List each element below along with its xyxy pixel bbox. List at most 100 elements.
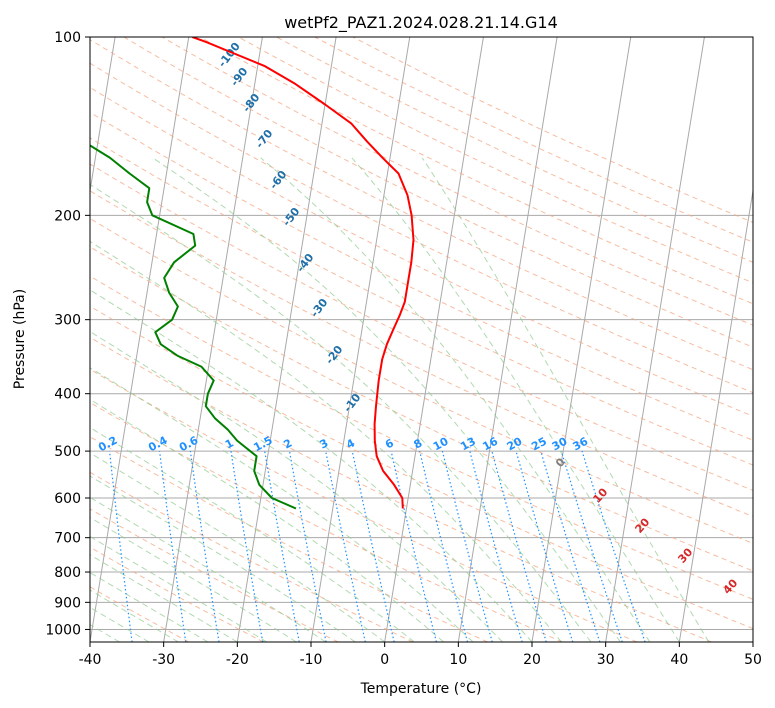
dry-adiabat-line	[276, 37, 753, 263]
dry-adiabat-line	[200, 37, 753, 305]
chart-title: wetPf2_PAZ1.2024.028.21.14.G14	[284, 13, 558, 33]
y-axis-title: Pressure (hPa)	[12, 289, 28, 389]
mixing-ratio-label: 13	[458, 435, 478, 454]
mixing-ratio-line	[158, 451, 187, 642]
mixing-ratio-line	[189, 451, 220, 642]
mixing-ratio-line	[288, 450, 327, 642]
x-tick-label: -10	[300, 652, 323, 668]
isotherm-line	[457, 37, 558, 642]
mixing-ratio-label: 20	[505, 435, 525, 454]
mixing-ratio-label: 30	[550, 435, 570, 454]
mixing-ratio-line	[491, 450, 547, 642]
dry-adiabat-line	[90, 111, 753, 441]
isotherm-line	[384, 37, 484, 642]
mixing-ratio-line	[325, 450, 366, 642]
dry-adiabat-line	[90, 190, 753, 518]
x-tick-label: -40	[79, 652, 102, 668]
y-tick-label: 800	[54, 565, 81, 581]
isotherm-line	[236, 37, 337, 642]
mixing-ratio-label: 25	[529, 435, 549, 454]
moist-adiabat-line	[90, 289, 533, 642]
y-tick-label: 700	[54, 531, 81, 547]
x-tick-label: 40	[670, 652, 688, 668]
mixing-ratio-label: 16	[480, 435, 500, 454]
dry-adiabat-label: -60	[267, 168, 290, 192]
x-axis-title: Temperature (°C)	[360, 681, 482, 697]
mixing-ratio-line	[351, 450, 395, 642]
dry-adiabat-line	[90, 86, 753, 417]
moist-adiabat-line	[90, 496, 326, 642]
isotherm-line	[90, 37, 190, 642]
dry-adiabat-line	[90, 471, 414, 642]
moist-adiabat-line	[90, 554, 238, 642]
moist-adiabat-line	[260, 157, 651, 642]
mixing-ratio-line	[390, 450, 437, 642]
isotherm-line	[605, 37, 705, 642]
y-tick-label: 500	[54, 444, 81, 460]
dry-adiabat-label: -20	[323, 343, 346, 367]
moist-adiabat-line	[90, 330, 503, 642]
isotherm-line	[90, 37, 116, 194]
dry-adiabat-line	[90, 217, 753, 544]
mixing-ratio-label: 36	[571, 435, 591, 454]
dry-adiabat-line	[90, 436, 488, 642]
moist-adiabat-line	[90, 398, 444, 642]
moist-adiabat-label: 10	[590, 485, 610, 505]
moist-adiabat-line	[90, 183, 592, 642]
moist-adiabat-line	[90, 240, 562, 642]
mixing-ratio-label: 6	[383, 436, 396, 451]
x-tick-label: 50	[744, 652, 762, 668]
mixing-ratio-line	[469, 450, 523, 642]
x-tick-label: 30	[597, 652, 615, 668]
x-tick-label: -30	[152, 652, 175, 668]
y-tick-label: 200	[54, 208, 81, 224]
moist-adiabat-label: 20	[632, 515, 652, 535]
dry-adiabat-line	[90, 246, 753, 572]
mixing-ratio-line	[560, 450, 623, 642]
y-tick-label: 300	[54, 313, 81, 329]
dry-adiabat-label: -80	[240, 91, 263, 115]
mixing-ratio-line	[515, 450, 574, 642]
isotherm-line	[531, 37, 632, 642]
dry-adiabat-line	[90, 401, 563, 642]
moist-adiabat-line	[351, 157, 680, 642]
x-tick-label: -20	[226, 652, 249, 668]
mixing-ratio-line	[540, 450, 601, 642]
y-tick-label: 600	[54, 491, 81, 507]
dry-adiabat-line	[90, 163, 753, 492]
dry-adiabat-line	[90, 275, 753, 600]
moist-adiabat-line	[90, 516, 297, 642]
mixing-ratio-line	[419, 450, 469, 642]
moist-adiabat-line	[90, 535, 268, 642]
dry-adiabat-label: -70	[253, 127, 276, 151]
plot-frame	[89, 36, 754, 643]
dry-adiabat-label: -50	[280, 205, 303, 229]
isotherm-line	[752, 638, 753, 642]
mixing-ratio-label: 10	[431, 435, 451, 454]
mixing-ratio-line	[108, 451, 133, 642]
moist-adiabat-label: 0	[553, 455, 568, 470]
moist-adiabat-line	[421, 157, 710, 642]
dry-adiabat-line	[352, 37, 753, 224]
moist-adiabat-line	[90, 475, 356, 642]
moist-adiabat-line	[152, 157, 621, 642]
mixing-ratio-line	[581, 450, 646, 642]
mixing-ratio-line	[441, 450, 493, 642]
moist-adiabat-line	[90, 426, 415, 642]
temperature-profile-line	[192, 37, 415, 509]
dry-adiabat-line	[90, 546, 264, 642]
y-tick-label: 400	[54, 387, 81, 403]
dry-adiabat-line	[90, 305, 753, 630]
dewpoint-profile-line	[90, 144, 297, 510]
isotherm-line	[678, 187, 753, 642]
y-tick-label: 100	[54, 30, 81, 46]
x-tick-label: 20	[523, 652, 541, 668]
moist-adiabat-line	[90, 571, 209, 642]
dry-adiabat-line	[90, 62, 753, 394]
x-tick-label: 10	[449, 652, 467, 668]
y-tick-label: 900	[54, 595, 81, 611]
x-tick-label: 0	[380, 652, 389, 668]
dry-adiabat-line	[90, 368, 638, 642]
dry-adiabat-line	[90, 38, 753, 371]
